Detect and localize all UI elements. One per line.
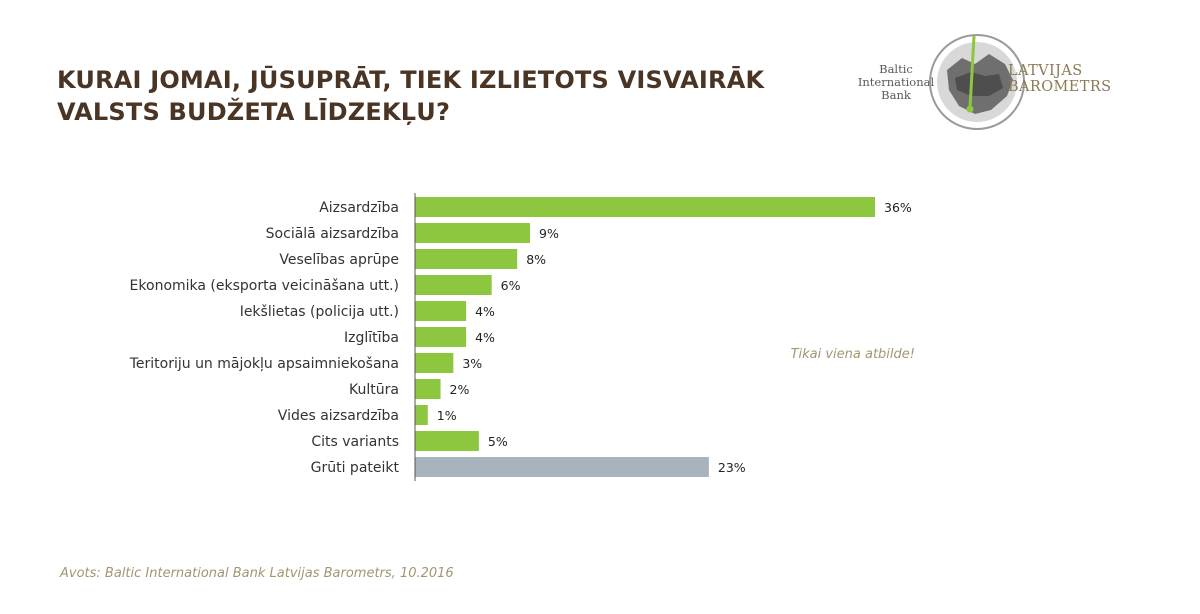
category-label: Veselības aprūpe [279, 252, 399, 268]
category-label: Iekšlietas (policija utt.) [240, 304, 399, 320]
value-label: 6% [501, 278, 521, 293]
bar [415, 457, 709, 477]
category-label: Aizsardzība [319, 200, 399, 216]
bar-chart: Aizsardzība 36% Sociālā aizsardzība 9% Vesel… [129, 193, 912, 481]
logo-barometer-line-1: LATVIJAS [1008, 63, 1083, 79]
value-label: 9% [539, 226, 559, 241]
category-label: Izglītība [344, 330, 399, 346]
bar [415, 249, 518, 269]
value-label: 36% [884, 200, 912, 215]
category-label: Kultūra [349, 382, 399, 398]
value-label: 1% [437, 408, 457, 423]
globe-logo-icon [929, 34, 1025, 130]
value-label: 2% [450, 382, 470, 397]
value-label: 23% [718, 460, 746, 475]
logo-barometer-line-2: BAROMETRS [1008, 79, 1112, 95]
category-label: Ekonomika (eksporta veicināšana utt.) [130, 278, 399, 294]
category-label: Vides aizsardzība [278, 408, 399, 424]
logo-bank-line-1: Baltic [879, 62, 913, 76]
bar [415, 223, 530, 243]
value-label: 4% [475, 304, 495, 319]
value-label: 5% [488, 434, 508, 449]
category-label: Sociālā aizsardzība [266, 226, 399, 242]
logo-bank-name: Baltic International Bank [855, 63, 937, 102]
note-single-answer: Tikai viena atbilde! [790, 347, 915, 362]
source-note: Avots: Baltic International Bank Latvija… [60, 566, 454, 581]
value-label: 3% [462, 356, 482, 371]
chart-title-line-1: KURAI JOMAI, JŪSUPRĀT, TIEK IZLIETOTS VI… [57, 66, 765, 94]
category-label: Teritoriju un mājokļu apsaimniekošana [129, 356, 399, 372]
bar [415, 405, 428, 425]
bar [415, 379, 441, 399]
chart-title: KURAI JOMAI, JŪSUPRĀT, TIEK IZLIETOTS VI… [57, 64, 777, 128]
category-label: Grūti pateikt [311, 460, 400, 476]
bar [415, 431, 479, 451]
bar [415, 327, 467, 347]
logo-bank-line-2: International [857, 75, 935, 89]
brand-logo: Baltic International Bank LATVIJAS BAROM… [855, 30, 1112, 135]
value-label: 8% [526, 252, 546, 267]
chart-title-line-2: VALSTS BUDŽETA LĪDZEKĻU? [57, 98, 451, 126]
category-label: Cits variants [311, 434, 399, 450]
bar [415, 301, 467, 321]
bar [415, 275, 492, 295]
logo-bank-line-3: Bank [881, 88, 911, 102]
bar [415, 197, 875, 217]
bar [415, 353, 454, 373]
logo-barometer-name: LATVIJAS BAROMETRS [1008, 63, 1112, 95]
value-label: 4% [475, 330, 495, 345]
